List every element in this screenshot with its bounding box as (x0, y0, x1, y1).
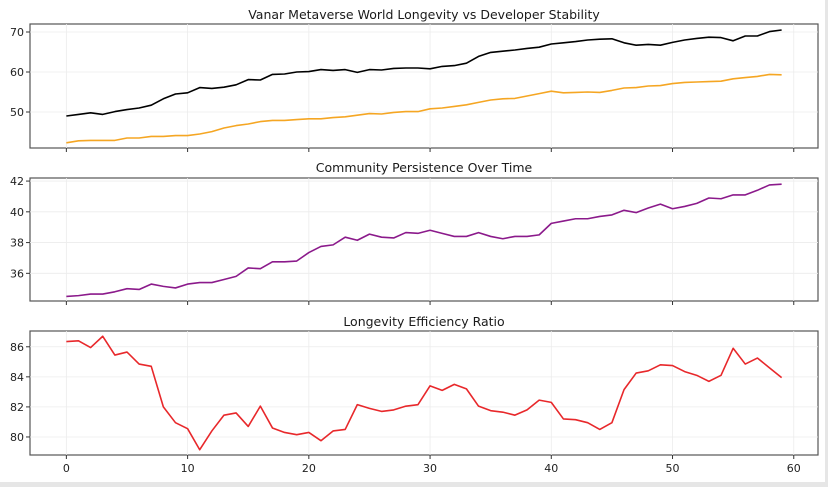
y-tick-label: 80 (10, 431, 24, 444)
series-line-developer-stability (66, 73, 782, 144)
series-line-longevity-efficiency-ratio (66, 335, 783, 451)
y-tick-label: 60 (10, 66, 24, 79)
x-tick-label: 20 (302, 462, 316, 475)
axes-frame (29, 177, 819, 302)
x-tick-label: 10 (181, 462, 195, 475)
series-line-world-longevity (66, 29, 782, 117)
y-tick-label: 84 (10, 371, 24, 384)
y-tick-label: 82 (10, 401, 24, 414)
axes-frame (29, 330, 819, 456)
x-tick-label: 60 (787, 462, 801, 475)
chart-title: Community Persistence Over Time (316, 160, 533, 175)
axes-frame (29, 23, 819, 149)
series-line-community-persistence (66, 183, 782, 298)
x-tick-label: 30 (423, 462, 437, 475)
panel-longevity-efficiency-ratio: Longevity Efficiency Ratio 0 10 20 30 40 50 60… (10, 314, 819, 475)
x-tick-label: 40 (544, 462, 558, 475)
y-tick-label: 38 (10, 237, 24, 250)
y-tick-label: 70 (10, 26, 24, 39)
y-tick-label: 86 (10, 341, 24, 354)
y-tick-label: 36 (10, 267, 24, 280)
y-tick-label: 50 (10, 106, 24, 119)
y-tick-label: 42 (10, 175, 24, 188)
chart-title: Vanar Metaverse World Longevity vs Devel… (248, 7, 600, 22)
x-tick-label: 0 (63, 462, 70, 475)
y-tick-label: 40 (10, 206, 24, 219)
x-tick-label: 50 (666, 462, 680, 475)
panel-community-persistence: Community Persistence Over Time 36 38 40 42 (10, 160, 819, 305)
panel-longevity-vs-stability: Vanar Metaverse World Longevity vs Devel… (10, 7, 819, 152)
chart-title: Longevity Efficiency Ratio (343, 314, 504, 329)
